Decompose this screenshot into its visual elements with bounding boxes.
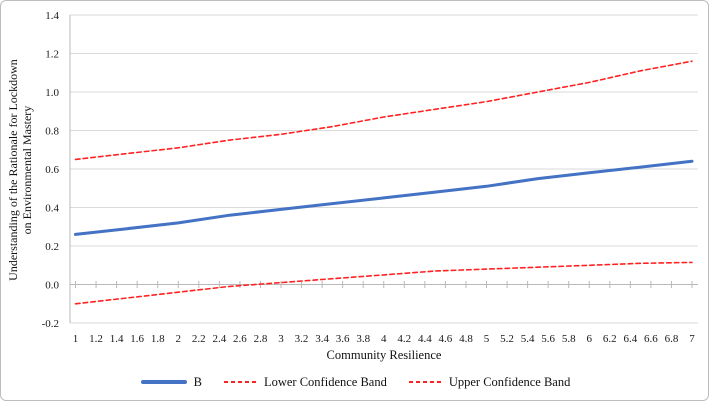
x-tick-label: 3.2 [295,333,309,345]
x-tick-label: 2.2 [192,333,206,345]
series-line-lower-confidence-band [74,261,693,305]
x-tick-label: 4 [381,333,387,345]
x-tick-label: 4.2 [397,333,411,345]
y-tick-label: 0.0 [45,279,59,291]
x-tick-label: 1.2 [89,333,103,345]
y-tick-label: 1.0 [45,87,59,99]
y-axis-title: Understanding of the Rationale for Lockd… [6,16,37,324]
x-axis-title: Community Resilience [326,348,442,362]
x-tick-label: 3.8 [356,333,370,345]
x-tick-label: 1 [73,333,79,345]
x-tick-label: 7 [689,333,695,345]
legend-item-upper-confidence-band: Upper Confidence Band [408,374,571,390]
x-tick-label: 1.6 [130,333,144,345]
x-tick-label: 6.8 [665,333,679,345]
x-tick-label: 5 [484,333,490,345]
x-tick-label: 5.4 [521,333,535,345]
x-tick-label: 1.8 [151,333,165,345]
legend-label: Lower Confidence Band [263,374,387,389]
x-tick-label: 6.4 [623,333,637,345]
x-tick-label: 5.8 [562,333,576,345]
x-tick-label: 1.4 [110,333,124,345]
chart-legend: B Lower Confidence Band Upper Confidence B… [1,371,708,393]
x-tick-label: 3.6 [336,333,350,345]
x-tick-label: 6.6 [644,333,658,345]
x-tick-label: 2 [176,333,182,345]
x-tick-label: 4.6 [439,333,453,345]
legend-dashed-line-swatch [408,381,442,383]
legend-label: B [193,374,202,389]
legend-item-b: B [140,374,202,390]
y-axis-title-line2: on Environmental Mastery [19,105,34,235]
legend-item-lower-confidence-band: Lower Confidence Band [223,374,387,390]
legend-solid-line-swatch [140,380,187,384]
x-tick-label: 5.2 [500,333,514,345]
y-tick-label: 0.4 [45,202,59,214]
x-tick-label: 3 [278,333,284,345]
series-line-b [74,159,694,236]
y-tick-label: 0.6 [45,164,59,176]
x-tick-label: 6.2 [603,333,617,345]
x-tick-label: 2.4 [212,333,226,345]
y-tick-label: 0.2 [45,241,59,253]
x-tick-label: 2.6 [233,333,247,345]
y-tick-label: -0.2 [42,318,59,330]
legend-label: Upper Confidence Band [448,374,571,389]
y-tick-label: 1.4 [45,10,59,22]
x-tick-label: 6 [587,333,593,345]
x-tick-label: 2.8 [254,333,268,345]
y-tick-label: 1.2 [45,48,59,60]
x-tick-label: 3.4 [315,333,329,345]
y-tick-label: 0.8 [45,125,59,137]
x-tick-label: 5.6 [541,333,555,345]
x-tick-label: 4.8 [459,333,473,345]
y-axis-title-line1: Understanding of the Rationale for Lockd… [6,59,20,281]
series-line-upper-confidence-band [74,60,693,161]
x-tick-label: 4.4 [418,333,432,345]
legend-dashed-line-swatch [223,381,257,383]
